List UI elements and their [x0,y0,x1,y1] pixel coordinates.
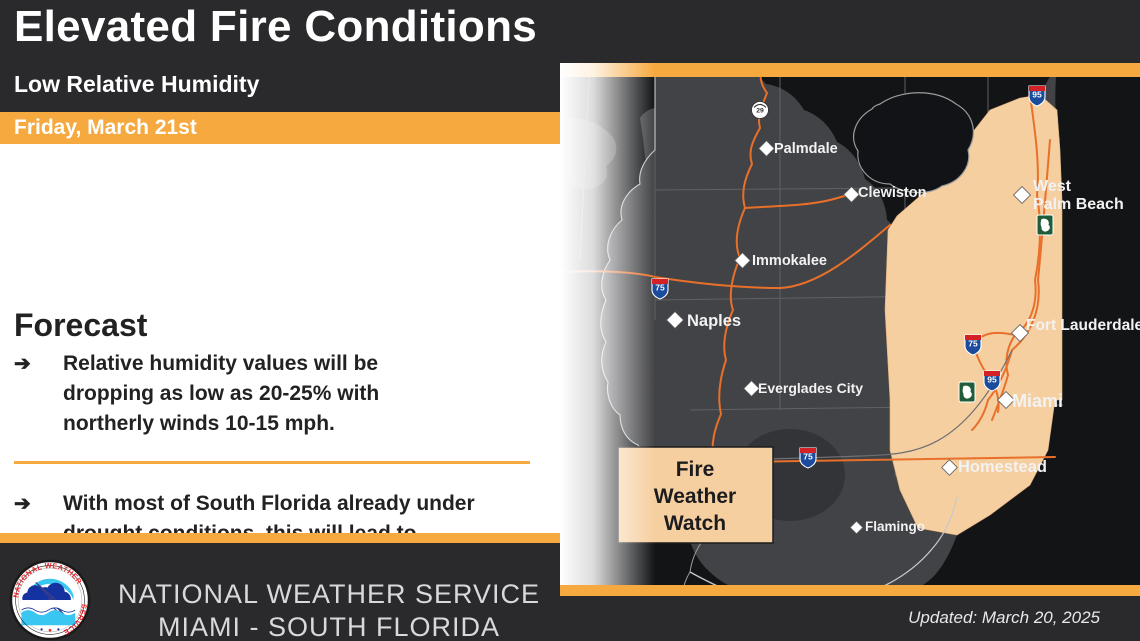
svg-text:Fort Lauderdale: Fort Lauderdale [1026,317,1140,334]
svg-text:Naples: Naples [687,312,741,330]
svg-text:Palm Beach: Palm Beach [1033,196,1124,213]
svg-text:Flamingo: Flamingo [865,519,925,534]
svg-text:Everglades City: Everglades City [758,380,863,396]
svg-text:29: 29 [756,108,764,115]
svg-text:Immokalee: Immokalee [752,253,827,269]
svg-text:Clewiston: Clewiston [858,185,926,201]
svg-text:Homestead: Homestead [958,458,1047,476]
svg-text:Watch: Watch [664,512,726,535]
svg-text:Palmdale: Palmdale [774,141,838,157]
svg-text:Fire: Fire [676,458,715,481]
svg-text:Miami: Miami [1012,391,1063,411]
svg-text:West: West [1033,178,1072,195]
svg-text:Weather: Weather [654,485,736,508]
